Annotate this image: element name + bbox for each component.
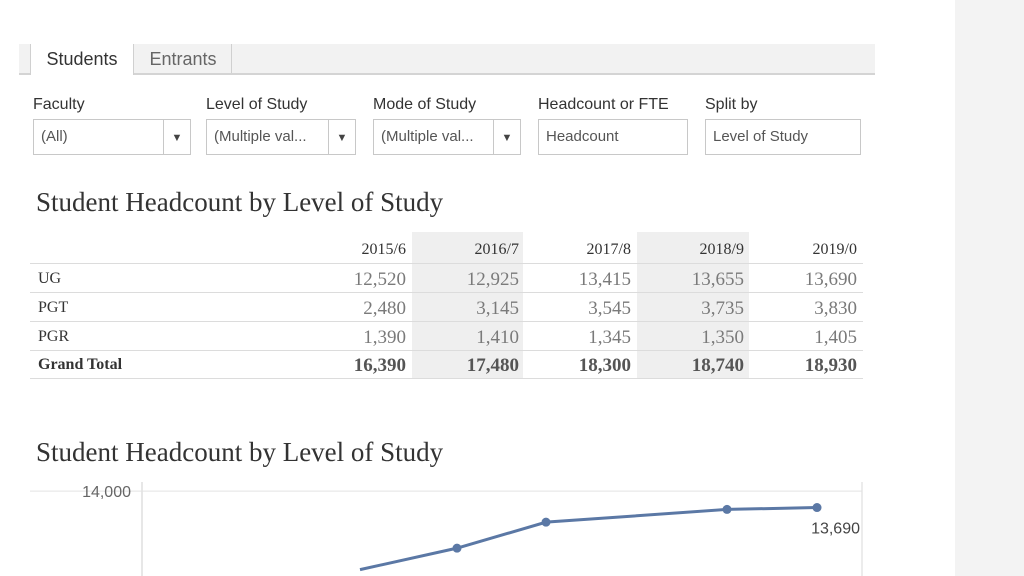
table-cell: 3,830 [814,298,857,319]
chevron-down-icon[interactable]: ▼ [328,119,356,155]
data-point[interactable] [812,503,822,513]
table-cell: 13,415 [578,269,631,290]
headcount-or-fte-filter: Headcount or FTE Headcount [538,95,688,155]
faculty-filter: Faculty (All) ▼ [33,95,191,155]
column-header: 2019/0 [812,241,857,258]
chevron-down-icon[interactable]: ▼ [493,119,521,155]
level-of-study-select[interactable]: (Multiple val... [206,119,330,155]
column-header: 2015/6 [361,241,406,258]
faculty-filter-label: Faculty [33,96,85,113]
table-total-cell: 17,480 [466,355,519,376]
line-chart: 14,000 13,690 [30,482,863,576]
level-of-study-filter-label: Level of Study [206,96,308,113]
table-cell: 1,390 [363,327,406,348]
headcount-or-fte-select[interactable]: Headcount [538,119,688,155]
headcount-table: 2015/6 2016/7 2017/8 2018/9 2019/0 UG 12… [30,232,863,379]
table-total-cell: 18,300 [578,355,631,376]
split-by-label: Split by [705,96,758,113]
data-point[interactable] [541,517,551,527]
data-point[interactable] [452,543,462,553]
row-divider [30,350,863,351]
right-side-panel [955,0,1024,576]
level-of-study-filter: Level of Study (Multiple val... ▼ [206,95,356,155]
table-cell: 12,520 [353,269,406,290]
tab-students[interactable]: Students [30,44,134,75]
table-cell: 3,545 [588,298,631,319]
table-cell: 1,350 [701,327,744,348]
split-by-filter: Split by Level of Study [705,95,861,155]
chart-title: Student Headcount by Level of Study [36,437,444,467]
row-divider [30,321,863,322]
mode-of-study-filter-label: Mode of Study [373,96,477,113]
table-cell: 3,145 [476,298,519,319]
headcount-or-fte-label: Headcount or FTE [538,96,669,113]
row-label: UG [38,270,62,287]
table-total-cell: 18,930 [804,355,857,376]
row-divider [30,378,863,379]
row-divider [30,263,863,264]
row-label: PGR [38,328,70,345]
column-shade [412,232,523,379]
row-divider [30,292,863,293]
grand-total-label: Grand Total [38,356,123,373]
table-cell: 13,655 [691,269,744,290]
table-cell: 1,405 [814,327,857,348]
table-cell: 2,480 [363,298,406,319]
column-shade [637,232,749,379]
table-cell: 1,345 [588,327,631,348]
faculty-select[interactable]: (All) [33,119,165,155]
tab-entrants[interactable]: Entrants [135,44,232,73]
table-total-cell: 18,740 [691,355,744,376]
table-cell: 1,410 [476,327,519,348]
table-cell: 12,925 [466,269,519,290]
tab-bar: Students Entrants [19,44,875,75]
data-point[interactable] [722,504,732,514]
column-header: 2018/9 [699,241,744,258]
table-title: Student Headcount by Level of Study [36,187,444,217]
table-cell: 13,690 [804,269,857,290]
row-label: PGT [38,299,69,316]
mode-of-study-select[interactable]: (Multiple val... [373,119,495,155]
column-header: 2016/7 [474,241,519,258]
table-cell: 3,735 [701,298,744,319]
table-total-cell: 16,390 [353,355,406,376]
end-value-label: 13,690 [811,521,860,538]
series-line-ug [359,506,818,572]
chevron-down-icon[interactable]: ▼ [163,119,191,155]
mode-of-study-filter: Mode of Study (Multiple val... ▼ [373,95,521,155]
column-header: 2017/8 [586,241,631,258]
y-tick-label: 14,000 [82,484,131,501]
split-by-select[interactable]: Level of Study [705,119,861,155]
